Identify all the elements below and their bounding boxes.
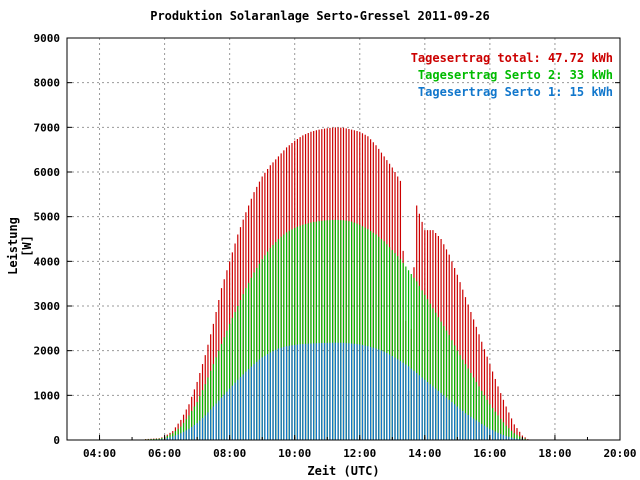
x-tick-label: 10:00 (278, 447, 311, 460)
plot-frame (66, 37, 621, 441)
legend: Tagesertrag total: 47.72 kWh Tagesertrag… (411, 50, 613, 101)
x-tick-label: 04:00 (83, 447, 116, 460)
legend-serto-2: Tagesertrag Serto 2: 33 kWh (417, 68, 613, 82)
y-tick-label: 0 (53, 434, 60, 447)
x-tick-label: 16:00 (473, 447, 506, 460)
bars (145, 127, 529, 440)
y-tick-label: 9000 (34, 32, 61, 45)
chart-title: Produktion Solaranlage Serto-Gressel 201… (150, 9, 490, 23)
x-tick-label: 12:00 (343, 447, 376, 460)
x-ticks: 04:00 06:00 08:00 10:00 12:00 14:00 16:00 18:00… (66, 435, 637, 460)
x-tick-label: 08:00 (213, 447, 246, 460)
x-tick-label: 18:00 (538, 447, 571, 460)
y-tick-label: 2000 (34, 345, 61, 358)
x-tick-label: 14:00 (408, 447, 441, 460)
y-tick-label: 1000 (34, 389, 61, 402)
y-tick-label: 6000 (34, 166, 61, 179)
y-tick-label: 3000 (34, 300, 61, 313)
y-tick-label: 7000 (34, 121, 61, 134)
x-tick-label: 06:00 (148, 447, 181, 460)
legend-total: Tagesertrag total: 47.72 kWh (410, 51, 613, 65)
x-axis-label: Zeit (UTC) (307, 464, 380, 478)
legend-serto-1: Tagesertrag Serto 1: 15 kWh (417, 85, 613, 99)
x-tick-label: 20:00 (603, 447, 636, 460)
y-axis-label: Leistung [W] (6, 217, 34, 275)
y-tick-label: 5000 (34, 211, 61, 224)
y-tick-label: 4000 (34, 255, 61, 268)
y-tick-label: 8000 (34, 77, 61, 90)
y-ticks: 0 1000 2000 3000 4000 5000 6000 7000 8000 9000 (34, 32, 620, 447)
